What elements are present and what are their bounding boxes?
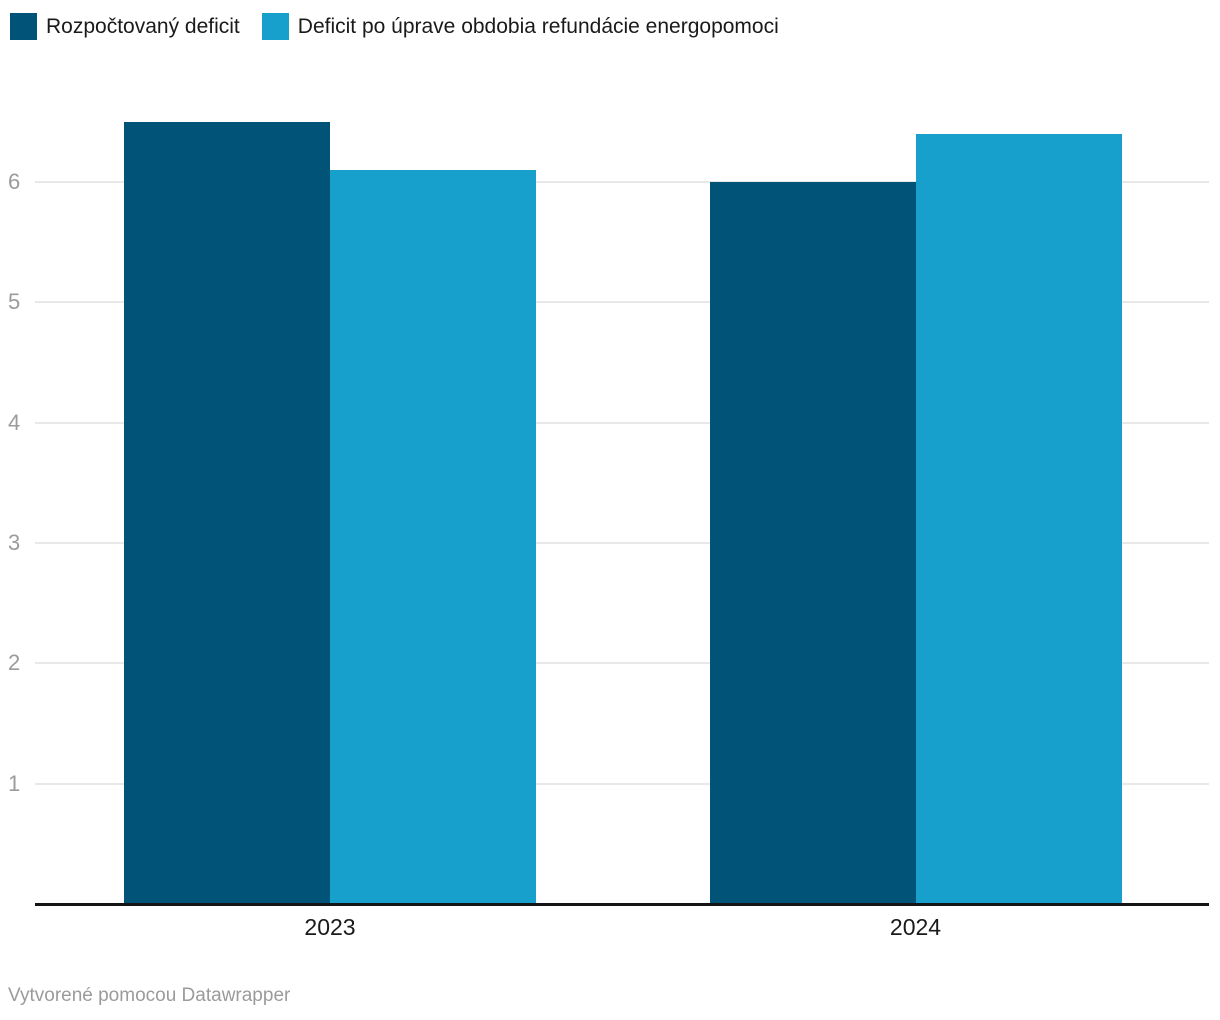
gridline-y-3 — [35, 542, 1209, 544]
legend: Rozpočtovaný deficit Deficit po úprave o… — [10, 13, 779, 40]
bar-2024-series-0[interactable] — [709, 182, 916, 904]
x-tick-label-2024: 2024 — [889, 914, 942, 940]
y-tick-label-2: 2 — [8, 650, 21, 676]
y-tick-label-4: 4 — [8, 409, 21, 435]
gridline-y-2 — [35, 662, 1209, 665]
gridline-y-5 — [35, 301, 1209, 304]
bar-2023-series-0[interactable] — [124, 121, 330, 904]
y-tick-label-3: 3 — [8, 530, 21, 555]
x-tick-label-2023: 2023 — [304, 914, 356, 940]
gridline-y-1 — [35, 782, 1209, 785]
legend-label-budgeted-deficit: Rozpočtovaný deficit — [46, 14, 240, 38]
y-tick-label-5: 5 — [8, 289, 21, 315]
gridline-y-6 — [35, 181, 1209, 184]
legend-item-adjusted-deficit: Deficit po úprave obdobia refundácie ene… — [261, 13, 779, 40]
legend-label-adjusted-deficit: Deficit po úprave obdobia refundácie ene… — [297, 14, 779, 38]
attribution: Vytvorené pomocou Datawrapper — [8, 985, 291, 1006]
x-axis-line — [35, 903, 1209, 906]
y-tick-label-6: 6 — [8, 169, 21, 195]
gridline-y-4 — [35, 421, 1209, 424]
legend-swatch-dark-icon — [10, 13, 37, 40]
bar-2024-series-1[interactable] — [915, 133, 1122, 904]
y-tick-label-1: 1 — [8, 770, 21, 796]
legend-swatch-light-icon — [261, 13, 289, 40]
legend-item-budgeted-deficit: Rozpočtovaný deficit — [10, 13, 240, 40]
bar-2023-series-1[interactable] — [330, 169, 536, 904]
